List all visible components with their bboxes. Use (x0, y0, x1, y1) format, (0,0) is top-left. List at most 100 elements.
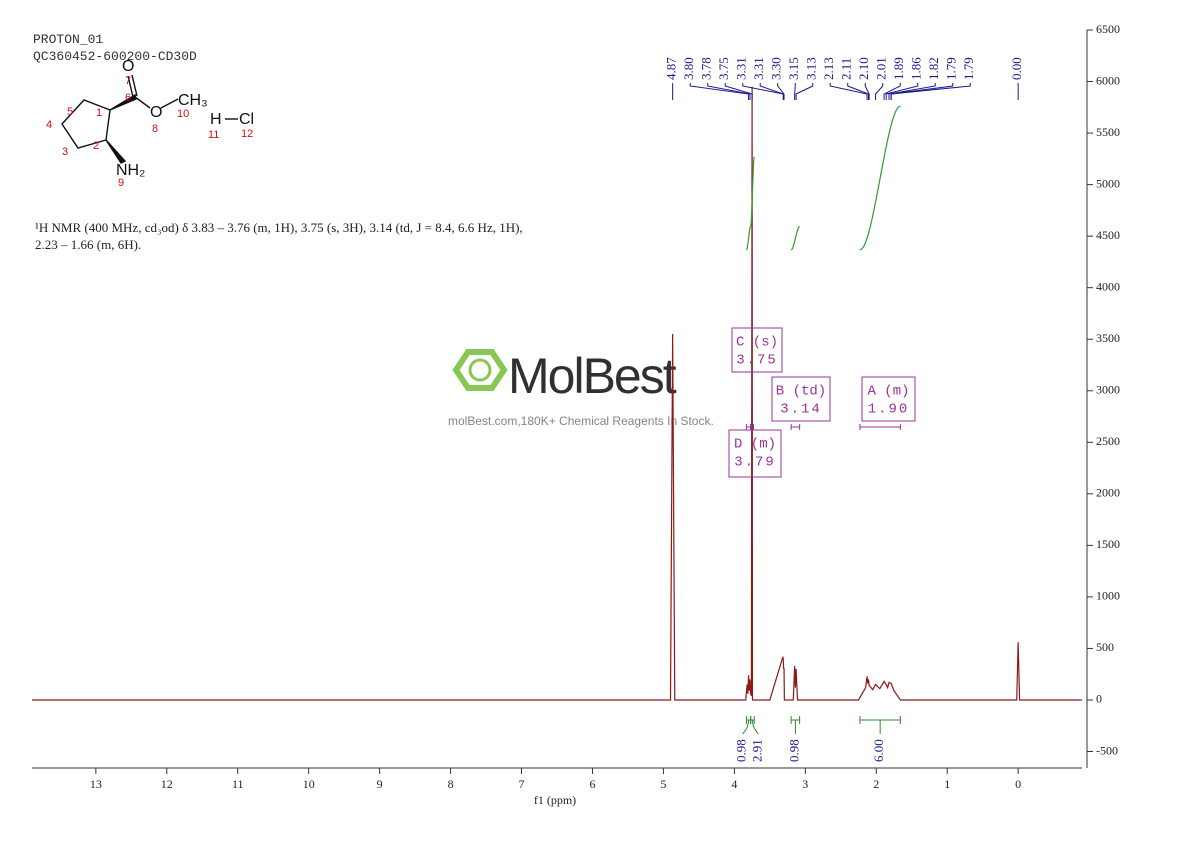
x-tick-label: 2 (873, 777, 879, 791)
logo-icon (452, 349, 508, 391)
peak-connector (847, 83, 869, 100)
y-tick-label: -500 (1096, 743, 1118, 757)
x-tick-label: 7 (519, 777, 525, 791)
integral-label: 0.98 (733, 739, 748, 762)
peak-label: 3.15 (786, 57, 801, 80)
integral-label: 2.91 (749, 739, 764, 762)
peak-label: 1.86 (909, 57, 924, 80)
peak-label: 3.78 (699, 57, 714, 80)
y-tick-label: 4500 (1096, 228, 1120, 242)
multiplet-range (859, 424, 901, 430)
peak-connector (724, 83, 753, 100)
peak-connector (707, 83, 751, 100)
header-line: QC360452-600200-CD30D (33, 49, 197, 64)
peak-label: 3.13 (804, 57, 819, 80)
x-tick-label: 6 (589, 777, 595, 791)
atom-number: 7 (125, 75, 131, 87)
y-tick-label: 5000 (1096, 176, 1120, 190)
multiplet-shift: 1.90 (868, 402, 910, 418)
y-tick-label: 2000 (1096, 486, 1120, 500)
logo-icon (468, 358, 492, 382)
description: 2.23 – 1.66 (m, 6H). (35, 237, 141, 252)
peak-label: 3.80 (681, 57, 696, 80)
description: ¹H NMR (400 MHz, cd₃od) δ 3.83 – 3.76 (m… (35, 220, 523, 235)
atom-label: CH₃ (178, 92, 208, 109)
x-tick-label: 1 (944, 777, 950, 791)
peak-label: 3.75 (716, 57, 731, 80)
watermark-brand: MolBest (508, 348, 677, 404)
structure (61, 74, 238, 164)
integral-label: 0.98 (786, 739, 801, 762)
multiplet-shift: 3.14 (780, 402, 822, 418)
peak-label: 2.10 (856, 57, 871, 80)
peak-connector (883, 83, 901, 100)
atom-number: 8 (152, 123, 158, 135)
peak-label: 4.87 (664, 57, 679, 80)
x-tick-label: 3 (802, 777, 808, 791)
y-tick-label: 6500 (1096, 22, 1120, 36)
peak-connector (777, 83, 785, 100)
x-tick-label: 8 (448, 777, 454, 791)
x-tick-label: 9 (377, 777, 383, 791)
integral-curve (790, 225, 800, 251)
multiplet-range (790, 424, 801, 430)
multiplet-name: D (m) (734, 437, 776, 453)
wedge-bond (109, 93, 137, 111)
atom-number: 11 (208, 129, 219, 141)
integral-curve (746, 226, 752, 251)
peak-connector (888, 83, 936, 100)
x-tick-label: 4 (731, 777, 737, 791)
peak-connector (794, 83, 796, 100)
atom-number: 9 (118, 177, 124, 189)
x-tick-label: 12 (161, 777, 173, 791)
peak-label: 0.00 (1009, 57, 1024, 80)
y-tick-label: 3000 (1096, 383, 1120, 397)
x-tick-label: 0 (1015, 777, 1021, 791)
multiplet-box (861, 376, 916, 422)
integral-label: 6.00 (871, 739, 886, 762)
multiplet-box (771, 376, 831, 422)
x-tick-label: 5 (660, 777, 666, 791)
peak-connector (890, 83, 971, 100)
y-tick-label: 3500 (1096, 331, 1120, 345)
peak-connector (885, 83, 919, 100)
y-tick-label: 4000 (1096, 279, 1120, 293)
atom-number: 4 (46, 119, 52, 131)
multiplet-box (728, 429, 782, 478)
y-tick-label: 2500 (1096, 434, 1120, 448)
integral-curve (859, 105, 901, 251)
atom-label: NH₂ (116, 162, 145, 179)
atom-number: 2 (93, 140, 99, 152)
y-tick-label: 1500 (1096, 537, 1120, 551)
peak-label: 2.11 (839, 58, 854, 80)
bond (160, 98, 179, 109)
atom-label: H (210, 111, 222, 128)
peak-label: 1.79 (961, 57, 976, 80)
watermark-tagline: molBest.com,180K+ Chemical Reagents In S… (448, 414, 714, 428)
y-tick-label: 1000 (1096, 589, 1120, 603)
multiplet-name: A (m) (867, 384, 909, 400)
multiplet-box (731, 327, 783, 373)
atom-number: 12 (241, 128, 253, 140)
peak-label: 3.31 (751, 57, 766, 80)
peak-label: 3.30 (769, 57, 784, 80)
peak-connector (759, 83, 784, 100)
multiplet-range (745, 424, 752, 430)
atom-label: O (122, 58, 134, 75)
x-axis-label: f1 (ppm) (534, 793, 576, 807)
peak-label: 1.89 (891, 57, 906, 80)
peak-label: 1.79 (944, 57, 959, 80)
x-tick-label: 10 (303, 777, 315, 791)
y-tick-label: 6000 (1096, 73, 1120, 87)
peak-connector (829, 83, 868, 100)
y-tick-label: 500 (1096, 640, 1114, 654)
peak-label: 3.31 (734, 57, 749, 80)
atom-label: Cl (239, 111, 254, 128)
x-tick-label: 11 (232, 777, 244, 791)
x-tick-label: 13 (90, 777, 102, 791)
atom-number: 5 (67, 106, 73, 118)
y-tick-label: 5500 (1096, 125, 1120, 139)
atom-number: 3 (62, 146, 68, 158)
double-bond (131, 74, 138, 97)
